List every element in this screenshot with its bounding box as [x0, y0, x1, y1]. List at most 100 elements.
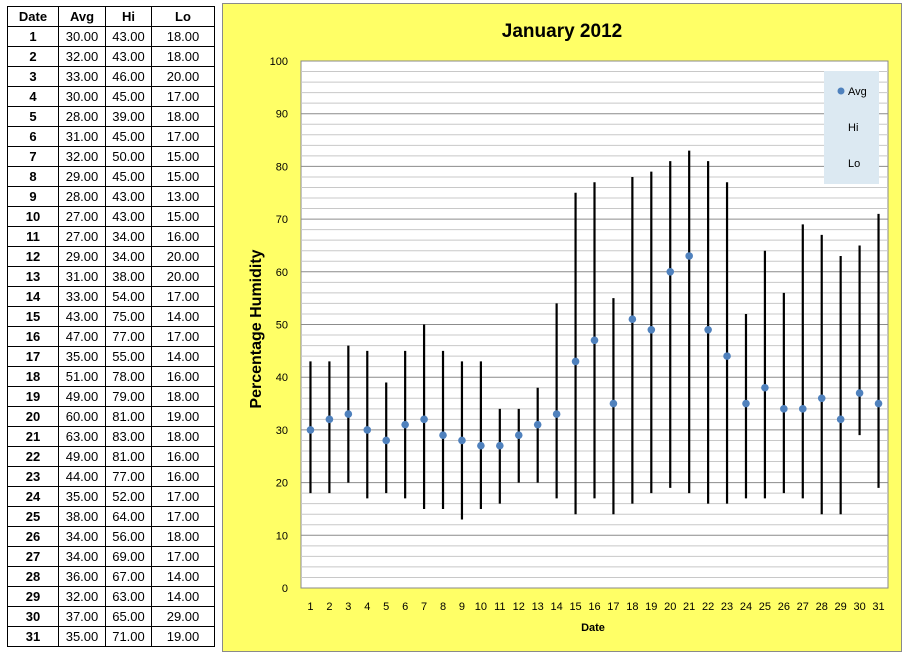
x-tick-label: 7 — [421, 601, 427, 613]
cell-lo: 20.00 — [151, 246, 215, 267]
avg-point — [344, 410, 353, 418]
cell-lo: 14.00 — [151, 346, 215, 367]
cell-date: 19 — [7, 386, 59, 407]
avg-point — [609, 399, 618, 408]
x-tick-label: 10 — [475, 601, 487, 613]
cell-date: 26 — [7, 526, 59, 547]
cell-avg: 43.00 — [58, 306, 106, 327]
legend-box — [824, 71, 879, 184]
table-row: 22 49.00 81.00 16.00 — [7, 446, 215, 467]
avg-point — [628, 315, 637, 324]
header-avg: Avg — [58, 6, 106, 27]
cell-lo: 14.00 — [151, 306, 215, 327]
avg-point — [439, 431, 447, 439]
cell-hi: 77.00 — [105, 326, 152, 347]
avg-point — [666, 268, 675, 276]
cell-avg: 34.00 — [58, 526, 106, 547]
x-tick-label: 18 — [626, 601, 638, 613]
avg-point — [742, 399, 750, 408]
cell-date: 31 — [7, 626, 59, 647]
avg-point — [855, 389, 864, 397]
cell-date: 22 — [7, 446, 59, 467]
table-row: 27 34.00 69.00 17.00 — [7, 546, 215, 567]
cell-lo: 18.00 — [151, 386, 215, 407]
cell-avg: 36.00 — [58, 566, 106, 587]
y-tick-label: 10 — [276, 530, 288, 542]
table-row: 30 37.00 65.00 29.00 — [7, 606, 215, 627]
cell-avg: 28.00 — [58, 106, 106, 127]
table-row: 9 28.00 43.00 13.00 — [7, 186, 215, 207]
cell-date: 17 — [7, 346, 59, 367]
avg-point — [325, 415, 334, 424]
cell-date: 24 — [7, 486, 59, 507]
cell-avg: 33.00 — [58, 286, 106, 307]
cell-date: 20 — [7, 406, 59, 427]
cell-date: 5 — [7, 106, 59, 127]
table-row: 21 63.00 83.00 18.00 — [7, 426, 215, 447]
cell-hi: 56.00 — [105, 526, 152, 547]
cell-lo: 17.00 — [151, 546, 215, 567]
cell-hi: 43.00 — [105, 26, 152, 47]
avg-point — [761, 383, 769, 392]
table-row: 18 51.00 78.00 16.00 — [7, 366, 215, 387]
cell-hi: 39.00 — [105, 106, 152, 127]
cell-lo: 20.00 — [151, 266, 215, 287]
avg-point — [401, 420, 409, 429]
x-tick-label: 16 — [588, 601, 600, 613]
cell-avg: 35.00 — [58, 626, 106, 647]
table-row: 7 32.00 50.00 15.00 — [7, 146, 215, 167]
cell-hi: 79.00 — [105, 386, 152, 407]
cell-avg: 49.00 — [58, 446, 106, 467]
cell-hi: 43.00 — [105, 186, 152, 207]
avg-point — [420, 415, 428, 424]
cell-avg: 29.00 — [58, 166, 106, 187]
header-hi: Hi — [105, 6, 152, 27]
x-tick-label: 24 — [740, 601, 752, 613]
avg-point — [552, 410, 561, 418]
table-row: 6 31.00 45.00 17.00 — [7, 126, 215, 147]
cell-hi: 83.00 — [105, 426, 152, 447]
cell-date: 11 — [7, 226, 59, 247]
avg-point — [780, 405, 788, 413]
legend-avg-label: Avg — [848, 86, 867, 98]
cell-avg: 33.00 — [58, 66, 106, 87]
table-row: 12 29.00 34.00 20.00 — [7, 246, 215, 267]
header-lo: Lo — [151, 6, 215, 27]
cell-hi: 52.00 — [105, 486, 152, 507]
avg-point — [533, 420, 542, 429]
x-tick-label: 31 — [872, 601, 884, 613]
cell-lo: 18.00 — [151, 526, 215, 547]
y-tick-label: 40 — [276, 372, 288, 384]
cell-hi: 69.00 — [105, 546, 152, 567]
cell-hi: 50.00 — [105, 146, 152, 167]
cell-avg: 30.00 — [58, 26, 106, 47]
cell-date: 16 — [7, 326, 59, 347]
table-row: 28 36.00 67.00 14.00 — [7, 566, 215, 587]
y-axis-label: Percentage Humidity — [248, 249, 265, 408]
x-tick-label: 8 — [440, 601, 446, 613]
table-body: 1 30.00 43.00 18.00 2 32.00 43.00 18.00 3 33.00 46… — [7, 26, 215, 647]
chart-title: January 2012 — [502, 21, 622, 42]
cell-date: 25 — [7, 506, 59, 527]
y-tick-label: 20 — [276, 478, 288, 490]
x-tick-label: 22 — [702, 601, 714, 613]
cell-date: 4 — [7, 86, 59, 107]
y-tick-label: 100 — [270, 56, 288, 68]
chart-panel: 0 10 20 30 40 50 60 70 80 90 100 1 2 3 4 5 6 7 8 9 10 11 12 13 1… — [222, 3, 902, 652]
table-header-row: Date Avg Hi Lo — [7, 6, 215, 27]
cell-hi: 55.00 — [105, 346, 152, 367]
cell-hi: 65.00 — [105, 606, 152, 627]
cell-hi: 71.00 — [105, 626, 152, 647]
cell-lo: 18.00 — [151, 46, 215, 67]
table-row: 13 31.00 38.00 20.00 — [7, 266, 215, 287]
avg-point — [477, 441, 485, 450]
table-row: 5 28.00 39.00 18.00 — [7, 106, 215, 127]
table-row: 19 49.00 79.00 18.00 — [7, 386, 215, 407]
table-row: 17 35.00 55.00 14.00 — [7, 346, 215, 367]
x-tick-label: 25 — [759, 601, 771, 613]
cell-hi: 54.00 — [105, 286, 152, 307]
cell-hi: 78.00 — [105, 366, 152, 387]
cell-date: 21 — [7, 426, 59, 447]
cell-avg: 27.00 — [58, 226, 106, 247]
cell-avg: 34.00 — [58, 546, 106, 567]
